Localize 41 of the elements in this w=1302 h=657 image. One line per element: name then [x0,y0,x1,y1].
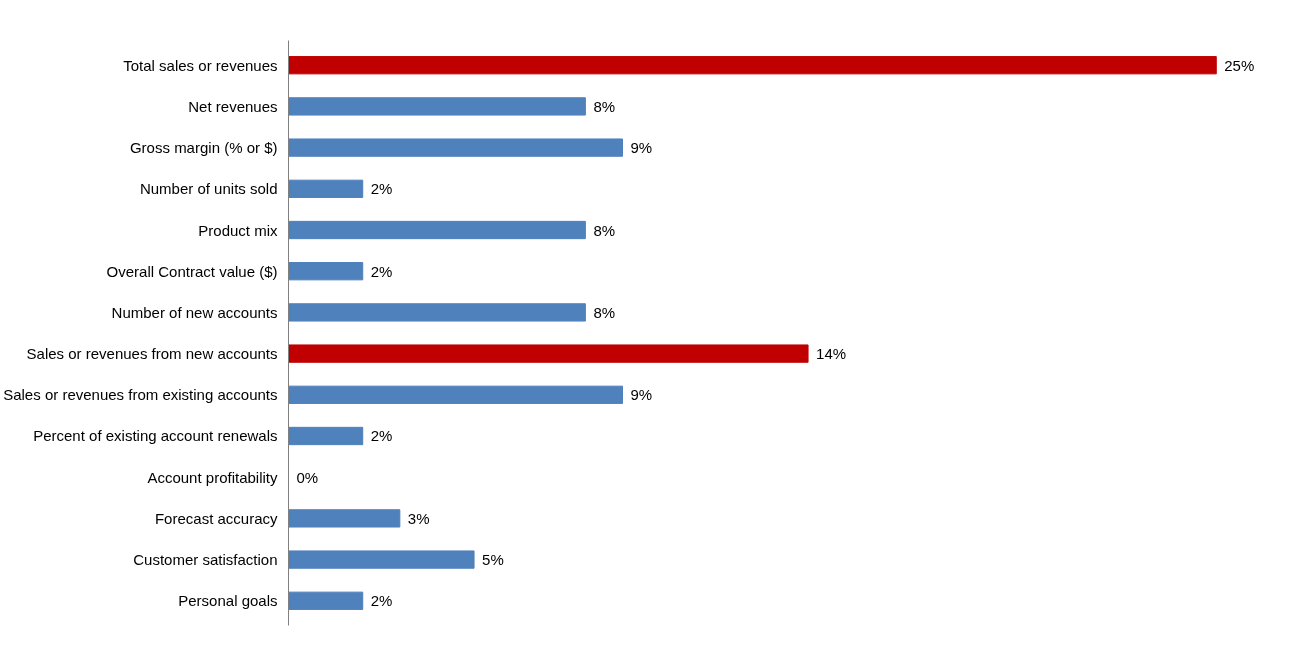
bar [288,303,586,322]
y-tick-label: Number of units sold [139,180,278,198]
y-tick-label: Account profitability [147,468,278,486]
bar [288,220,586,240]
data-label: 0% [296,468,319,486]
bar [288,550,475,569]
y-tick-label: Percent of existing account renewals [33,427,278,445]
bar [288,426,364,446]
y-tick-label: Customer satisfaction [133,551,278,569]
data-label: 9% [630,386,653,404]
data-label: 5% [482,551,504,569]
y-tick-label: Gross margin (% or $) [129,139,278,157]
bar [288,56,1217,75]
data-label: 2% [370,262,393,280]
data-label: 25% [1224,56,1255,74]
bar [288,179,364,198]
bar [288,385,623,404]
data-label: 2% [370,427,393,445]
data-label: 3% [407,509,430,527]
data-label: 2% [370,180,393,198]
y-tick-label: Total sales or revenues [123,56,278,74]
y-tick-label: Product mix [198,221,278,239]
y-tick-label: Net revenues [188,97,278,115]
bar [288,509,401,528]
data-label: 8% [593,221,616,239]
bar [288,344,809,363]
y-tick-label: Sales or revenues from new accounts [26,345,278,363]
data-label: 2% [370,592,393,610]
y-tick-label: Overall Contract value ($) [106,262,278,280]
bar [288,138,623,157]
y-tick-label: Sales or revenues from existing accounts [3,386,278,404]
data-label: 8% [593,303,616,321]
bar [288,97,586,116]
y-tick-label: Personal goals [178,592,278,610]
data-label: 8% [593,97,616,115]
y-tick-label: Forecast accuracy [154,509,278,527]
y-tick-label: Number of new accounts [111,303,278,321]
data-label: 14% [816,345,847,363]
bar [288,262,364,281]
data-label: 9% [630,139,653,157]
bar [288,591,364,610]
